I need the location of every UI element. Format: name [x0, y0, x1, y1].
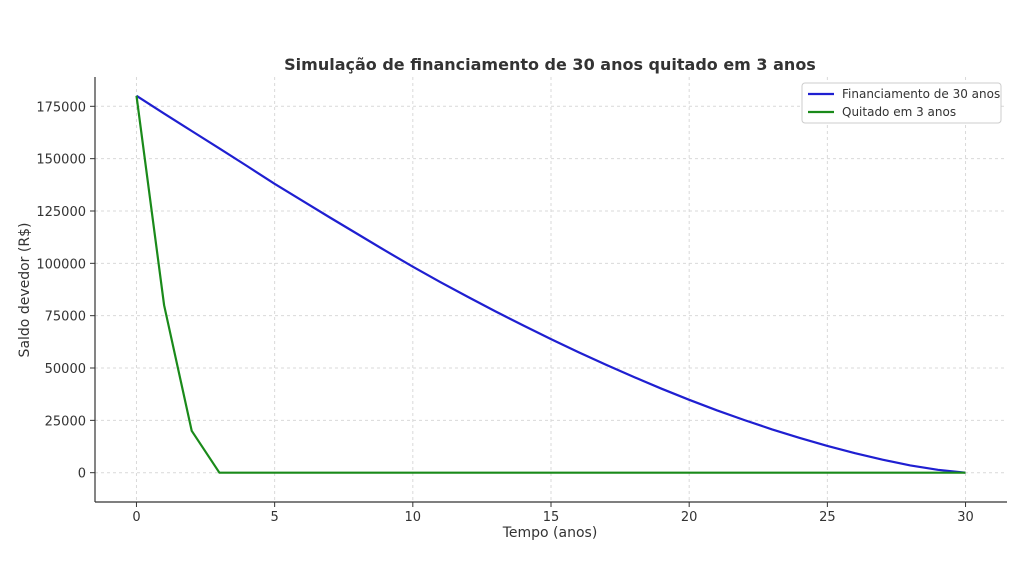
y-tick-label: 75000: [45, 310, 86, 325]
x-tick-label: 20: [681, 510, 698, 525]
y-tick-label: 125000: [36, 205, 86, 220]
y-tick-label: 175000: [36, 100, 86, 115]
legend-box: [801, 82, 1002, 124]
series-line-2: [135, 95, 966, 474]
x-tick-label: 30: [957, 510, 974, 525]
y-tick-label: 0: [78, 467, 86, 482]
x-axis-label: Tempo (anos): [502, 525, 598, 541]
legend: Financiamento de 30 anos Quitado em 3 ano…: [801, 82, 1002, 124]
y-tick-label: 25000: [45, 414, 86, 429]
legend-label-2: Quitado em 3 anos: [842, 105, 956, 119]
grid: [95, 77, 1007, 502]
legend-label-1: Financiamento de 30 anos: [842, 87, 1000, 101]
series-layer: [135, 94, 966, 474]
x-tick-label: 5: [270, 510, 278, 525]
y-tick-label: 50000: [45, 362, 86, 377]
axes: 0 5 10 15 20 25 30 0 25000 50000 75000 100000 125000…: [36, 77, 1007, 525]
x-tick-label: 25: [819, 510, 836, 525]
y-tick-label: 150000: [36, 153, 86, 168]
x-tick-label: 15: [543, 510, 560, 525]
x-tick-label: 10: [405, 510, 422, 525]
y-tick-label: 100000: [36, 257, 86, 272]
series-line-1: [135, 94, 966, 474]
chart-title: Simulação de financiamento de 30 anos qu…: [284, 55, 816, 74]
y-axis-label: Saldo devedor (R$): [17, 223, 33, 358]
x-tick-label: 0: [132, 510, 140, 525]
